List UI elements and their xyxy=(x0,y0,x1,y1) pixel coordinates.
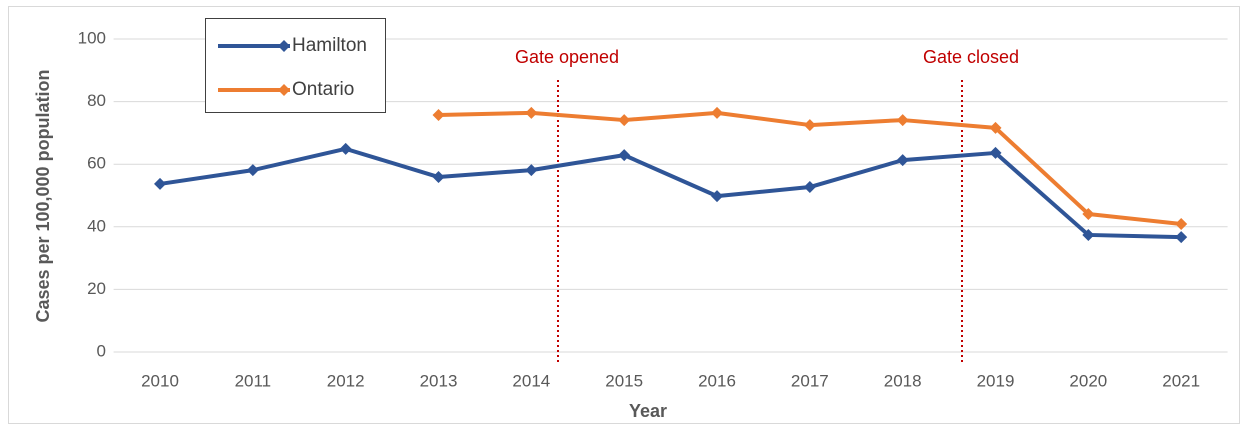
y-tick-label: 80 xyxy=(87,91,106,110)
marker xyxy=(154,177,167,190)
annotation-text: Gate closed xyxy=(923,47,1019,67)
legend-label: Hamilton xyxy=(292,35,367,56)
x-tick-label: 2015 xyxy=(605,371,643,390)
marker xyxy=(1082,207,1095,220)
x-tick-label: 2019 xyxy=(977,371,1015,390)
y-tick-label: 20 xyxy=(87,279,106,298)
marker xyxy=(896,114,909,127)
x-tick-label: 2012 xyxy=(327,371,365,390)
x-axis-title: Year xyxy=(629,401,667,421)
annotation-text: Gate opened xyxy=(515,47,619,67)
x-tick-label: 2014 xyxy=(512,371,550,390)
x-tick-label: 2013 xyxy=(420,371,458,390)
marker xyxy=(1082,228,1095,241)
x-tick-label: 2018 xyxy=(884,371,922,390)
marker xyxy=(711,190,724,203)
marker xyxy=(803,181,816,194)
x-tick-label: 2011 xyxy=(235,371,272,390)
marker xyxy=(803,119,816,132)
chart-border xyxy=(8,6,1240,424)
marker xyxy=(896,154,909,167)
marker xyxy=(618,149,631,162)
y-tick-label: 0 xyxy=(97,341,106,360)
legend-marker xyxy=(278,84,290,96)
marker xyxy=(618,114,631,127)
x-tick-label: 2010 xyxy=(141,371,179,390)
marker xyxy=(246,164,259,177)
x-tick-label: 2017 xyxy=(791,371,829,390)
legend-marker xyxy=(278,40,290,52)
y-tick-label: 40 xyxy=(87,216,106,235)
marker xyxy=(1175,231,1188,244)
x-tick-label: 2020 xyxy=(1069,371,1107,390)
marker xyxy=(711,106,724,119)
marker xyxy=(989,121,1002,134)
marker xyxy=(432,171,445,184)
marker xyxy=(525,106,538,119)
legend-label: Ontario xyxy=(292,79,354,100)
marker xyxy=(1175,217,1188,230)
y-tick-label: 60 xyxy=(87,154,106,173)
y-tick-label: 100 xyxy=(78,28,106,47)
x-tick-label: 2016 xyxy=(698,371,736,390)
legend-box xyxy=(205,18,386,113)
series-line xyxy=(159,146,1182,240)
marker xyxy=(339,142,352,155)
marker xyxy=(432,109,445,122)
marker xyxy=(989,146,1002,159)
y-axis-title: Cases per 100,000 population xyxy=(33,69,53,322)
marker xyxy=(525,164,538,177)
x-tick-label: 2021 xyxy=(1162,371,1200,390)
